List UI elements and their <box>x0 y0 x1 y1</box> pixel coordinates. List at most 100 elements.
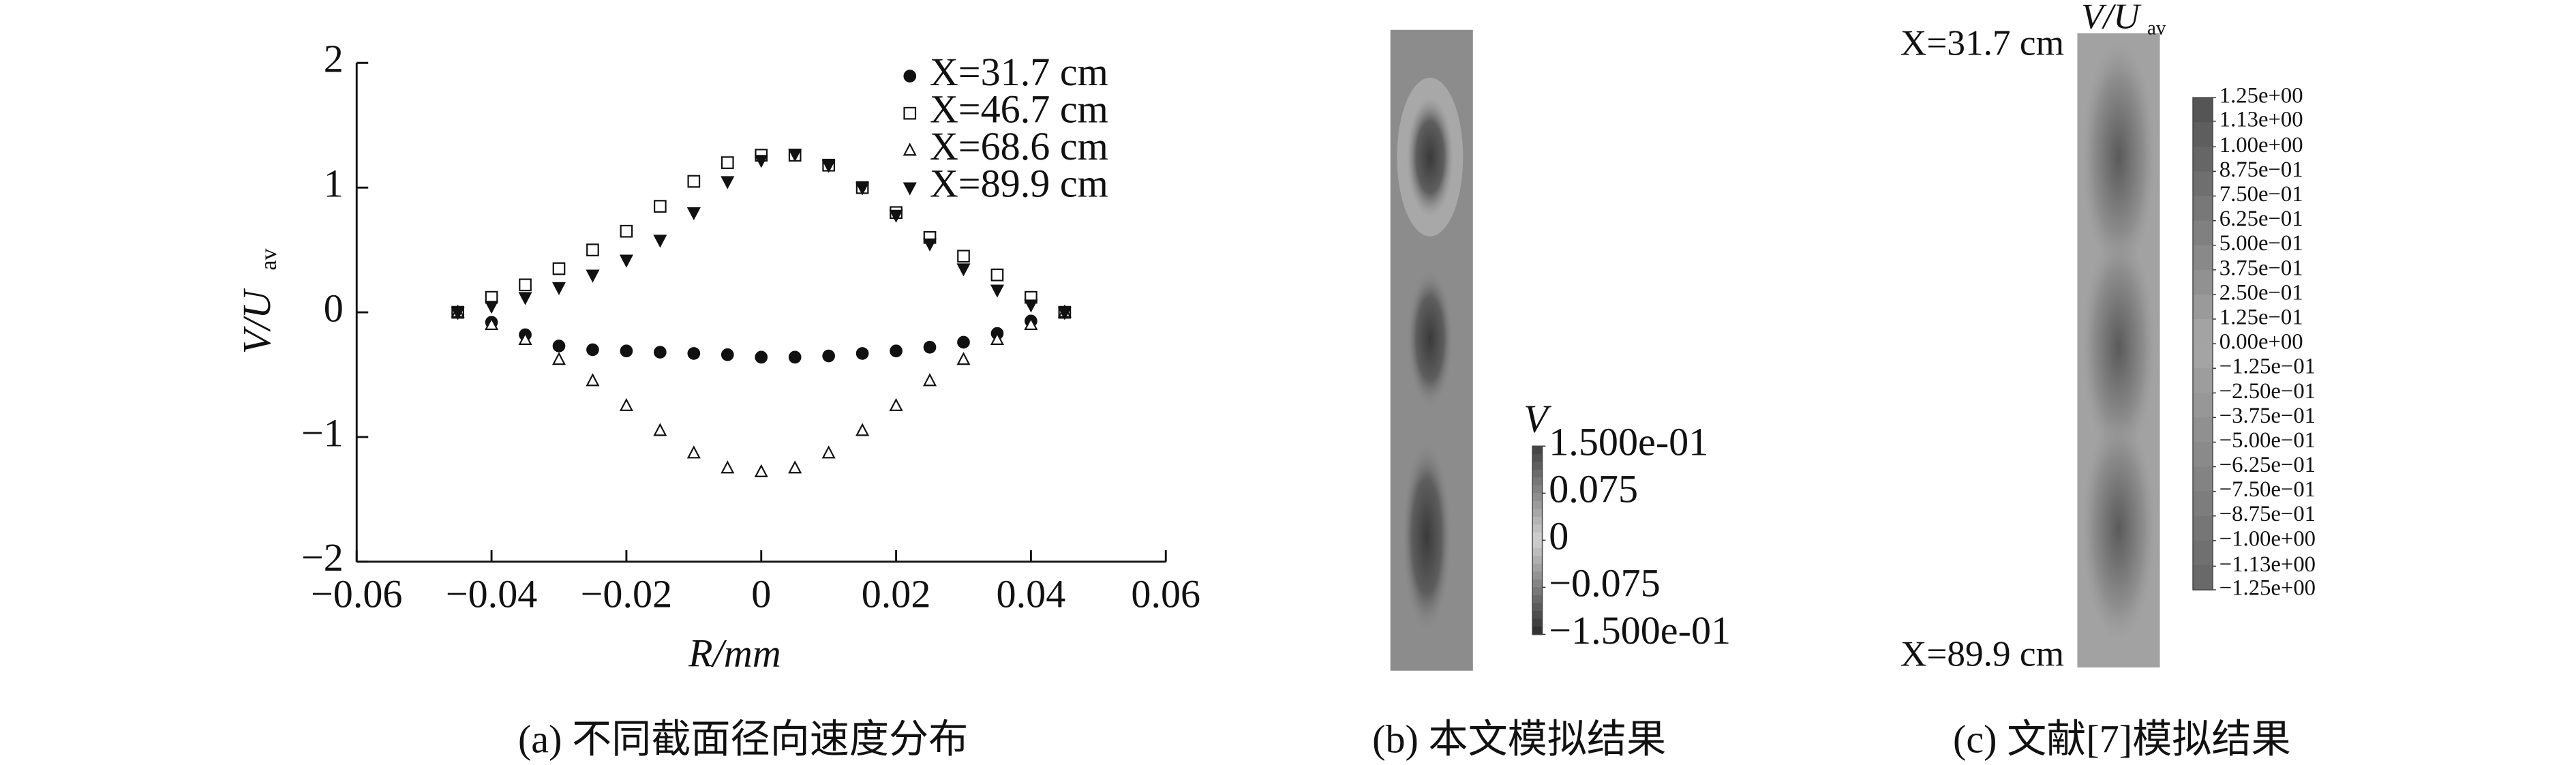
colorbar-tick-label: −1.25e+00 <box>2219 576 2316 601</box>
point <box>957 335 970 349</box>
point <box>619 397 633 411</box>
point <box>551 282 566 295</box>
y-tick-label: −2 <box>301 535 344 580</box>
colorbar-tick-label: −1.00e+00 <box>2219 526 2316 551</box>
colorbar-tick-label: 1.00e+00 <box>2219 133 2303 158</box>
colorbar-segment <box>1532 509 1543 518</box>
y-axis-label-sub: av <box>256 248 282 270</box>
point <box>519 278 532 292</box>
colorbar-tick-label: −1.25e−01 <box>2219 355 2316 379</box>
colorbar-tick-label: −1.500e-01 <box>1549 608 1731 652</box>
legend-marker <box>903 182 917 196</box>
point <box>654 200 667 213</box>
x-tick-label: −0.06 <box>311 571 403 616</box>
y-tick-label: −1 <box>301 410 344 455</box>
point <box>653 235 667 248</box>
colorbar-segment <box>2192 565 2213 590</box>
point <box>957 250 970 263</box>
colorbar-segment <box>1532 579 1543 588</box>
point <box>451 307 465 320</box>
point <box>855 423 870 436</box>
colorbar-segment <box>1532 524 1543 533</box>
colorbar-tick-label: 1.25e−01 <box>2219 305 2303 329</box>
colorbar-tick-label: 3.75e−01 <box>2219 256 2303 280</box>
x-tick-label: −0.02 <box>581 571 672 616</box>
point <box>889 209 903 223</box>
y-tick-label: 2 <box>324 37 344 81</box>
colorbar-segment <box>1532 446 1543 455</box>
point <box>754 155 768 168</box>
colorbar-tick-label: −5.00e−01 <box>2219 428 2316 453</box>
colorbar-tick-label: 7.50e−01 <box>2219 182 2303 207</box>
colorbar-label-b: V <box>1524 397 1552 441</box>
legend-marker <box>903 70 917 82</box>
colorbar-segment <box>2192 466 2213 492</box>
colorbar-segment <box>2192 344 2213 370</box>
point <box>890 344 903 358</box>
colorbar-segment <box>2192 540 2213 566</box>
bottom-label: X=89.9 cm <box>1900 634 2064 674</box>
point <box>620 344 633 358</box>
point <box>586 269 600 283</box>
legend-label: X=89.9 cm <box>930 161 1108 205</box>
point <box>485 316 499 331</box>
point <box>586 373 600 387</box>
x-tick-label: −0.04 <box>446 571 538 616</box>
point <box>788 350 802 364</box>
point <box>653 423 667 436</box>
colorbar-segment <box>2192 171 2213 197</box>
point <box>956 352 971 365</box>
caption-c: (c) 文献[7]模拟结果 <box>1953 717 2291 762</box>
colorbar-label-c-sub: av <box>2147 17 2166 39</box>
colorbar-tick-label: 8.75e−01 <box>2219 158 2303 182</box>
point <box>721 156 734 169</box>
y-axis-label-group: V/U av <box>234 248 282 354</box>
colorbar-segment <box>2192 368 2213 394</box>
x-axis-label: R/mm <box>688 631 781 676</box>
colorbar-tick-label: −6.25e−01 <box>2219 453 2316 477</box>
colorbar-segment <box>2192 515 2213 541</box>
point <box>788 460 802 474</box>
colorbar-segment <box>2192 269 2213 295</box>
colorbar-segment <box>1532 493 1543 502</box>
colorbar-tick-label: 2.50e−01 <box>2219 280 2303 305</box>
y-tick-label: 1 <box>324 161 344 205</box>
point <box>721 176 735 190</box>
point <box>485 301 499 314</box>
colorbar-segment <box>1532 453 1543 463</box>
colorbar-tick-label: 0.00e+00 <box>2219 330 2303 355</box>
point <box>518 292 532 305</box>
colorbar-segment <box>2192 220 2213 246</box>
colorbar-segment <box>1532 462 1543 470</box>
colorbar-label-c: V/U <box>2081 0 2142 37</box>
point <box>755 350 768 364</box>
point <box>990 268 1004 282</box>
point <box>821 445 836 459</box>
point <box>551 352 566 365</box>
colorbar-segment <box>1532 516 1543 526</box>
colorbar-segment <box>1532 626 1543 635</box>
colorbar-tick-label: −1.13e+00 <box>2219 552 2316 577</box>
x-tick-label: 0 <box>751 571 771 616</box>
point <box>518 331 532 345</box>
colorbar-segment <box>2192 442 2213 468</box>
colorbar-tick-label: 1.500e-01 <box>1549 420 1708 464</box>
legend-label: X=46.7 cm <box>930 87 1108 131</box>
colorbar-segment <box>2192 245 2213 271</box>
legend-marker <box>903 106 917 120</box>
colorbar-segment <box>1532 587 1543 596</box>
point <box>687 347 701 360</box>
point <box>822 349 835 363</box>
x-tick-label: 0.02 <box>862 571 931 616</box>
colorbar-segment <box>2192 147 2213 172</box>
point <box>821 160 836 173</box>
colorbar-tick-label: −0.075 <box>1549 561 1661 605</box>
colorbar-segment <box>1532 500 1543 510</box>
point <box>686 445 701 459</box>
colorbar-segment <box>2192 196 2213 222</box>
legend-label: X=31.7 cm <box>930 50 1108 94</box>
point <box>552 262 566 275</box>
colorbar-segment <box>1532 477 1543 486</box>
y-axis-label: V/U <box>234 288 279 355</box>
